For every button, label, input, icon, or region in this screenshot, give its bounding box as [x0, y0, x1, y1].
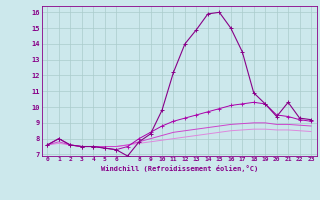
X-axis label: Windchill (Refroidissement éolien,°C): Windchill (Refroidissement éolien,°C): [100, 165, 258, 172]
